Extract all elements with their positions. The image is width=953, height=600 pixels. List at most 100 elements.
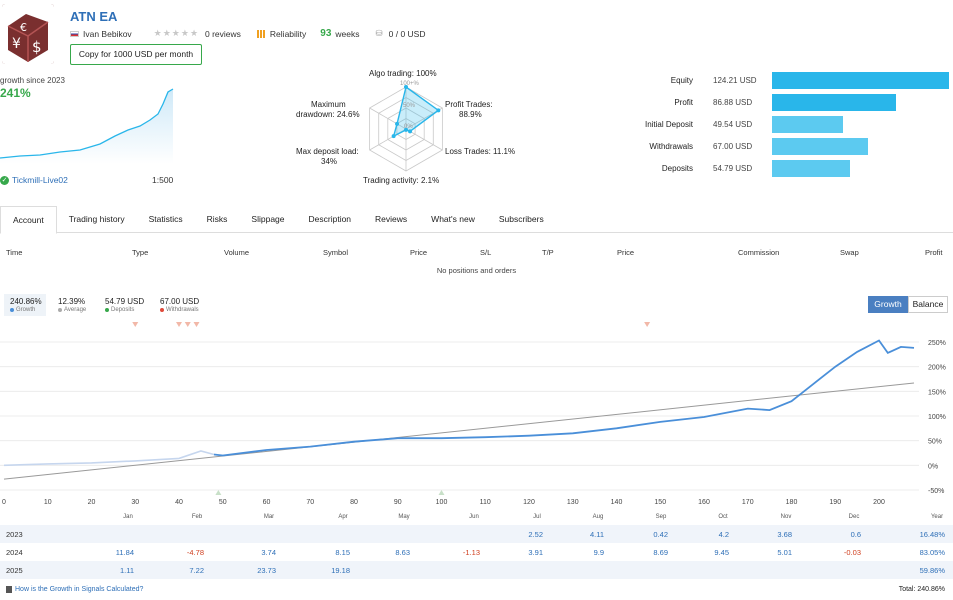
y-tick-label: -50% — [928, 488, 944, 495]
month-growth-cell[interactable]: 7.22 — [189, 565, 204, 575]
server-name[interactable]: Tickmill-Live02 — [12, 175, 68, 185]
tab-account[interactable]: Account — [0, 206, 57, 234]
month-growth-cell[interactable]: 2.52 — [528, 529, 543, 539]
month-growth-cell[interactable]: 8.69 — [653, 547, 668, 557]
broker-server[interactable]: ✓ Tickmill-Live02 — [0, 175, 68, 185]
copy-signal-button[interactable]: Copy for 1000 USD per month — [70, 44, 202, 65]
radar-dd-label-1: Maximum — [311, 100, 346, 109]
deposit-marker[interactable] — [176, 322, 182, 327]
tab-what-s-new[interactable]: What's new — [431, 214, 475, 224]
bar-label: Initial Deposit — [644, 120, 693, 129]
balance-bar[interactable] — [772, 138, 868, 155]
y-tick-label: 100% — [928, 414, 946, 421]
month-growth-cell[interactable]: 9.9 — [593, 547, 604, 557]
bar-label: Withdrawals — [649, 142, 693, 151]
month-growth-cell[interactable]: 5.01 — [777, 547, 792, 557]
month-label: Year — [931, 514, 943, 520]
x-tick-label: 60 — [263, 499, 271, 506]
month-growth-cell[interactable]: 4.2 — [718, 529, 729, 539]
month-growth-cell[interactable]: 23.73 — [257, 565, 276, 575]
bar-value: 67.00 USD — [713, 142, 753, 151]
month-growth-cell[interactable]: 8.15 — [335, 547, 350, 557]
tab-slippage[interactable]: Slippage — [251, 214, 285, 224]
growth-line-history — [3, 450, 215, 467]
average-dot-icon — [58, 308, 62, 312]
tab-trading-history[interactable]: Trading history — [68, 214, 125, 224]
balance-bar[interactable] — [772, 160, 851, 177]
balance-toggle-button[interactable]: Balance — [908, 296, 948, 313]
growth-since-label: growth since 2023 — [0, 76, 65, 85]
legend-deposits-label: Deposits — [111, 307, 135, 313]
x-tick-label: 170 — [742, 499, 754, 506]
x-tick-label: 150 — [654, 499, 666, 506]
tab-description[interactable]: Description — [308, 214, 352, 224]
signal-logo: ¥ $ € — [2, 4, 54, 64]
growth-chart[interactable]: 250% 200% 150% 100% 50% 0% -50% 0 10 20 30 40 50 60 70… — [0, 318, 953, 523]
withdrawal-marker[interactable] — [644, 322, 651, 327]
author-link[interactable]: Ivan Bebikov — [83, 28, 132, 39]
month-growth-cell[interactable]: 11.84 — [115, 547, 134, 557]
radar-ring-0: 0% — [404, 124, 413, 130]
reliability-bars-icon — [256, 29, 265, 38]
month-growth-cell[interactable]: -0.03 — [843, 547, 861, 557]
growth-dot-icon — [10, 308, 14, 312]
month-growth-cell[interactable]: 19.18 — [331, 565, 350, 575]
legend-deposits[interactable]: 54.79 USD Deposits — [105, 297, 144, 313]
month-growth-cell[interactable]: 0.42 — [653, 529, 668, 539]
month-label: Jun — [469, 514, 479, 520]
x-tick-label: 0 — [2, 499, 6, 506]
svg-text:$: $ — [32, 38, 42, 56]
weeks-label: weeks — [335, 28, 360, 39]
year-label: 2025 — [6, 565, 23, 575]
month-label: Jan — [123, 514, 133, 520]
month-label: Aug — [593, 514, 604, 520]
growth-calc-link-text[interactable]: How is the Growth in Signals Calculated? — [15, 586, 144, 593]
growth-toggle-button[interactable]: Growth — [868, 296, 908, 313]
tab-statistics[interactable]: Statistics — [148, 214, 183, 224]
growth-calc-link[interactable]: How is the Growth in Signals Calculated? — [6, 586, 143, 593]
deposit-marker[interactable] — [132, 322, 139, 327]
deposit-marker[interactable] — [184, 322, 191, 327]
bar-value: 54.79 USD — [713, 164, 753, 173]
tab-risks[interactable]: Risks — [206, 214, 228, 224]
month-growth-cell[interactable]: -1.13 — [462, 547, 480, 557]
y-tick-label: 50% — [928, 439, 942, 446]
subscribers-icon: ⛁ — [375, 28, 383, 38]
year-label: 2023 — [6, 529, 23, 539]
legend-average[interactable]: 12.39% Average — [58, 297, 86, 313]
legend-growth[interactable]: 240.86% Growth — [4, 294, 46, 316]
month-growth-cell[interactable]: 9.45 — [714, 547, 729, 557]
radar-ring-50: 50% — [403, 103, 416, 109]
withdrawals-dot-icon — [160, 308, 164, 312]
month-growth-cell[interactable]: 1.11 — [119, 565, 134, 575]
rating-stars-icon: ★★★★★ — [153, 28, 200, 38]
positions-column-header: Swap — [840, 248, 859, 257]
signal-title[interactable]: ATN EA — [70, 9, 118, 24]
month-growth-cell[interactable]: 4.11 — [589, 529, 604, 539]
positions-column-header: Price — [410, 248, 428, 257]
positions-column-header: Commission — [738, 248, 780, 257]
month-growth-cell[interactable]: 8.63 — [395, 547, 410, 557]
balance-bar[interactable] — [772, 94, 896, 111]
balance-bar[interactable] — [772, 116, 843, 133]
positions-column-header: Type — [132, 248, 149, 257]
x-tick-label: 90 — [394, 499, 402, 506]
month-growth-cell[interactable]: 3.68 — [777, 529, 792, 539]
month-growth-cell[interactable]: 3.91 — [528, 547, 543, 557]
tab-reviews[interactable]: Reviews — [375, 214, 408, 224]
reviews-link[interactable]: 0 reviews — [205, 28, 241, 39]
month-growth-cell[interactable]: 0.6 — [850, 529, 861, 539]
balance-bar[interactable] — [772, 72, 949, 89]
radar-profit-label-1: Profit Trades: — [445, 100, 493, 109]
deposit-marker[interactable] — [193, 322, 200, 327]
year-total-cell: 59.86% — [919, 565, 945, 575]
x-tick-label: 30 — [131, 499, 139, 506]
radar-deposit-label-2: 34% — [321, 157, 338, 166]
radar-loss-label: Loss Trades: 11.1% — [445, 147, 516, 156]
legend-withdrawals[interactable]: 67.00 USD Withdrawals — [160, 297, 199, 313]
month-growth-cell[interactable]: 3.74 — [261, 547, 276, 557]
month-growth-cell[interactable]: -4.78 — [186, 547, 204, 557]
tab-subscribers[interactable]: Subscribers — [498, 214, 544, 224]
radar-ring-100: 100+% — [400, 81, 419, 87]
radar-point — [404, 85, 408, 89]
